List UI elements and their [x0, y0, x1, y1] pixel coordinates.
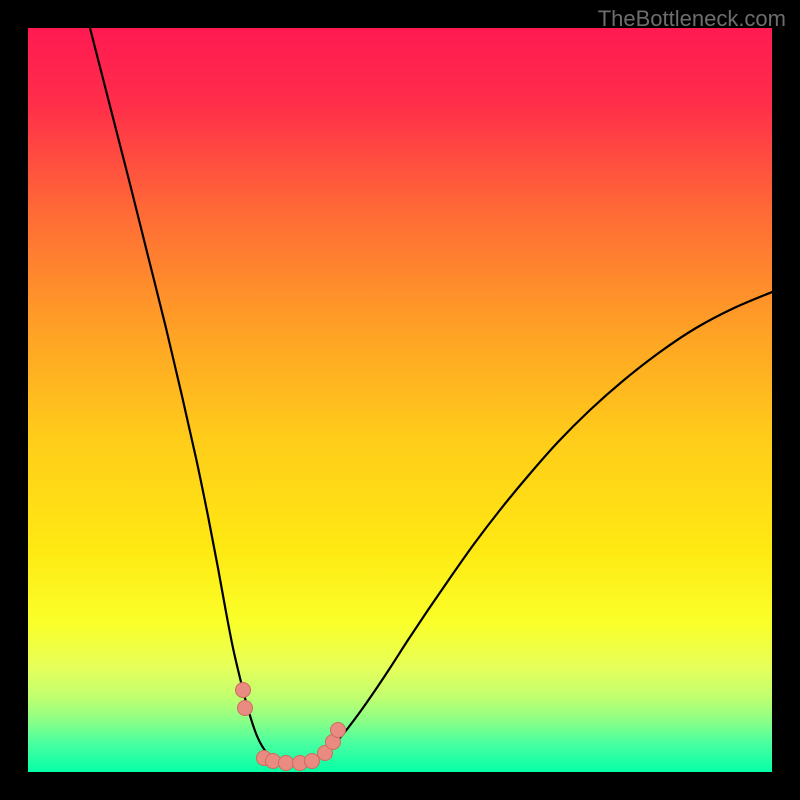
data-marker: [238, 701, 253, 716]
watermark-text: TheBottleneck.com: [598, 6, 786, 32]
data-marker: [305, 754, 320, 769]
markers-layer: [28, 28, 772, 772]
data-marker: [266, 754, 281, 769]
data-marker: [279, 756, 294, 771]
data-marker: [331, 723, 346, 738]
data-marker: [236, 683, 251, 698]
marker-group: [236, 683, 346, 771]
chart-frame: TheBottleneck.com: [0, 0, 800, 800]
plot-area: [28, 28, 772, 772]
